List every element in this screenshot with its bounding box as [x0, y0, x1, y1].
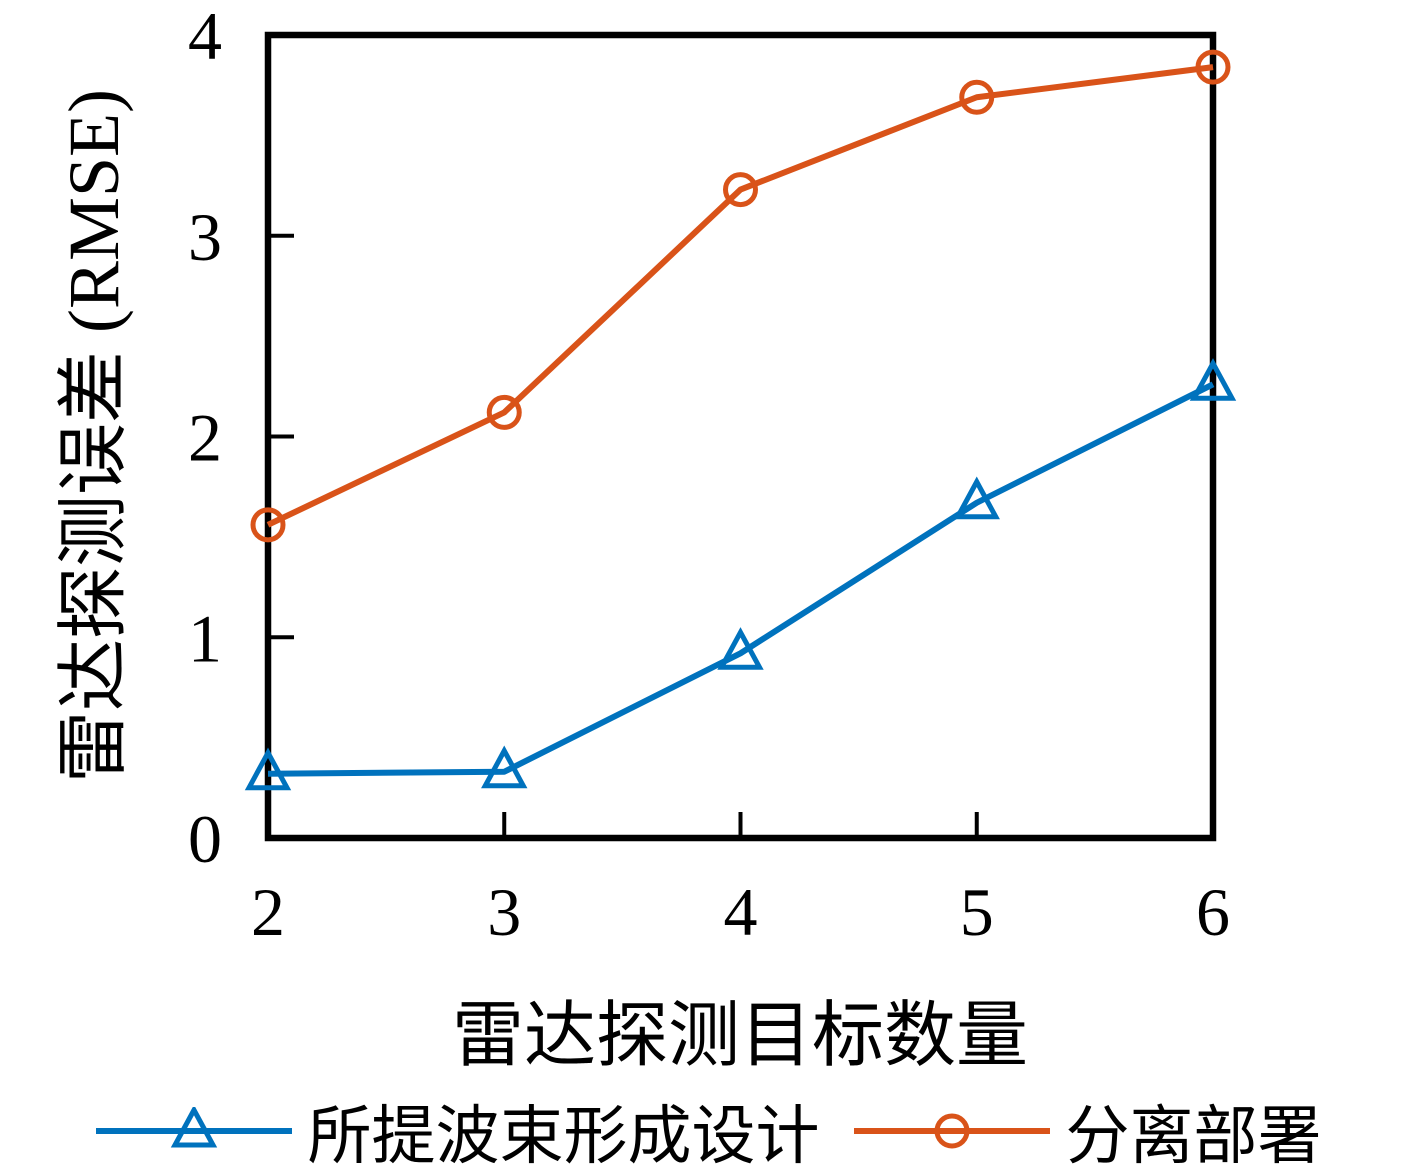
data-point-circle-marker [486, 394, 522, 430]
y-tick-label: 4 [188, 0, 222, 74]
data-point-triangle-marker [170, 1107, 217, 1148]
y-tick-label: 3 [188, 199, 222, 275]
legend-label-separated-deployment: 分离部署 [1065, 1101, 1322, 1167]
series-line [267, 381, 1215, 777]
legend-label-proposed-beamforming: 所提波束形成设计 [307, 1101, 820, 1167]
x-tick-label: 2 [251, 874, 285, 950]
data-point-circle-marker [934, 1113, 969, 1149]
data-point-triangle-marker [1189, 358, 1237, 401]
x-tick-label: 5 [960, 874, 994, 950]
legend: 所提波束形成设计 分离部署 [0, 1085, 1417, 1167]
data-point-circle-marker [959, 79, 995, 115]
series-0 [244, 358, 1237, 791]
x-tick-label: 4 [724, 874, 758, 950]
legend-triangle-marker-icon [95, 1107, 292, 1148]
y-axis-title: 雷达探测误差 (RMSE) [54, 89, 134, 783]
legend-item-proposed-beamforming: 所提波束形成设计 [95, 1085, 820, 1167]
x-tick-label: 3 [487, 874, 521, 950]
data-point-triangle-marker [481, 745, 528, 789]
y-tick-label: 2 [188, 400, 222, 476]
series-1 [250, 49, 1231, 543]
y-tick-label: 0 [188, 801, 222, 877]
data-point-circle-marker [1195, 49, 1231, 85]
plot-area: 2 3 4 5 6 0 1 2 3 4 [188, 0, 1237, 950]
x-axis-title: 雷达探测目标数量 [452, 996, 1028, 1076]
data-point-triangle-marker [717, 627, 764, 670]
series-line [266, 64, 1214, 528]
data-point-triangle-marker [953, 476, 1000, 520]
x-tick-label: 6 [1196, 874, 1230, 950]
legend-circle-marker-icon [853, 1113, 1050, 1149]
data-point-triangle-marker [244, 747, 292, 791]
y-tick-label: 1 [188, 600, 222, 676]
plot-box [264, 31, 1217, 842]
data-point-circle-marker [723, 172, 758, 208]
data-point-circle-marker [250, 507, 286, 543]
legend-item-separated-deployment: 分离部署 [853, 1085, 1322, 1167]
